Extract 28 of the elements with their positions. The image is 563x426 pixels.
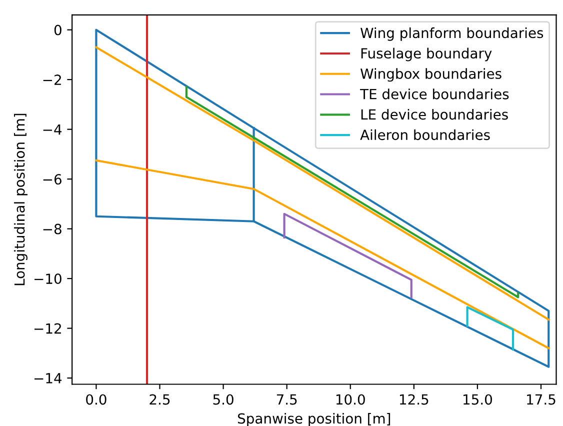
x-tick-label: 17.5 <box>527 394 556 405</box>
x-tick-label: 10.0 <box>336 394 365 405</box>
y-tick-label: −6 <box>43 174 62 185</box>
y-tick-label: −2 <box>43 74 61 85</box>
x-tick-label: 7.5 <box>276 394 297 405</box>
legend-label: Wing planform boundaries <box>360 27 544 41</box>
y-tick-label: −8 <box>43 224 62 234</box>
line-series <box>95 28 550 368</box>
legend-label: Wingbox boundaries <box>360 68 502 82</box>
x-tick-label: 5.0 <box>213 394 234 405</box>
y-tick-label: −14 <box>34 373 62 384</box>
legend-label: Aileron boundaries <box>360 129 490 140</box>
legend-label: LE device boundaries <box>361 108 508 120</box>
x-tick-label: 12.5 <box>400 394 428 405</box>
y-tick-label: −4 <box>43 124 62 135</box>
legend-label: TE device boundaries <box>360 88 509 100</box>
y-axis-title: Longitudinal position [m] <box>14 114 28 286</box>
x-tick-label: 15.0 <box>464 394 492 405</box>
line-series <box>283 212 412 298</box>
x-axis-title: Spanwise position [m] <box>238 412 390 426</box>
y-tick-label: −12 <box>34 323 61 334</box>
legend-label: Fuselage boundary <box>361 48 492 62</box>
x-tick-label: 2.5 <box>150 394 170 405</box>
line-series <box>185 86 520 298</box>
y-tick-label: −10 <box>34 274 62 284</box>
y-tick-label: 0 <box>54 24 62 36</box>
line-series <box>466 306 514 350</box>
x-tick-label: 0.0 <box>86 394 106 405</box>
